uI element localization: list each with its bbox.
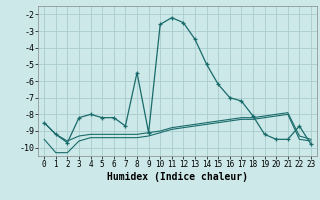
X-axis label: Humidex (Indice chaleur): Humidex (Indice chaleur): [107, 172, 248, 182]
